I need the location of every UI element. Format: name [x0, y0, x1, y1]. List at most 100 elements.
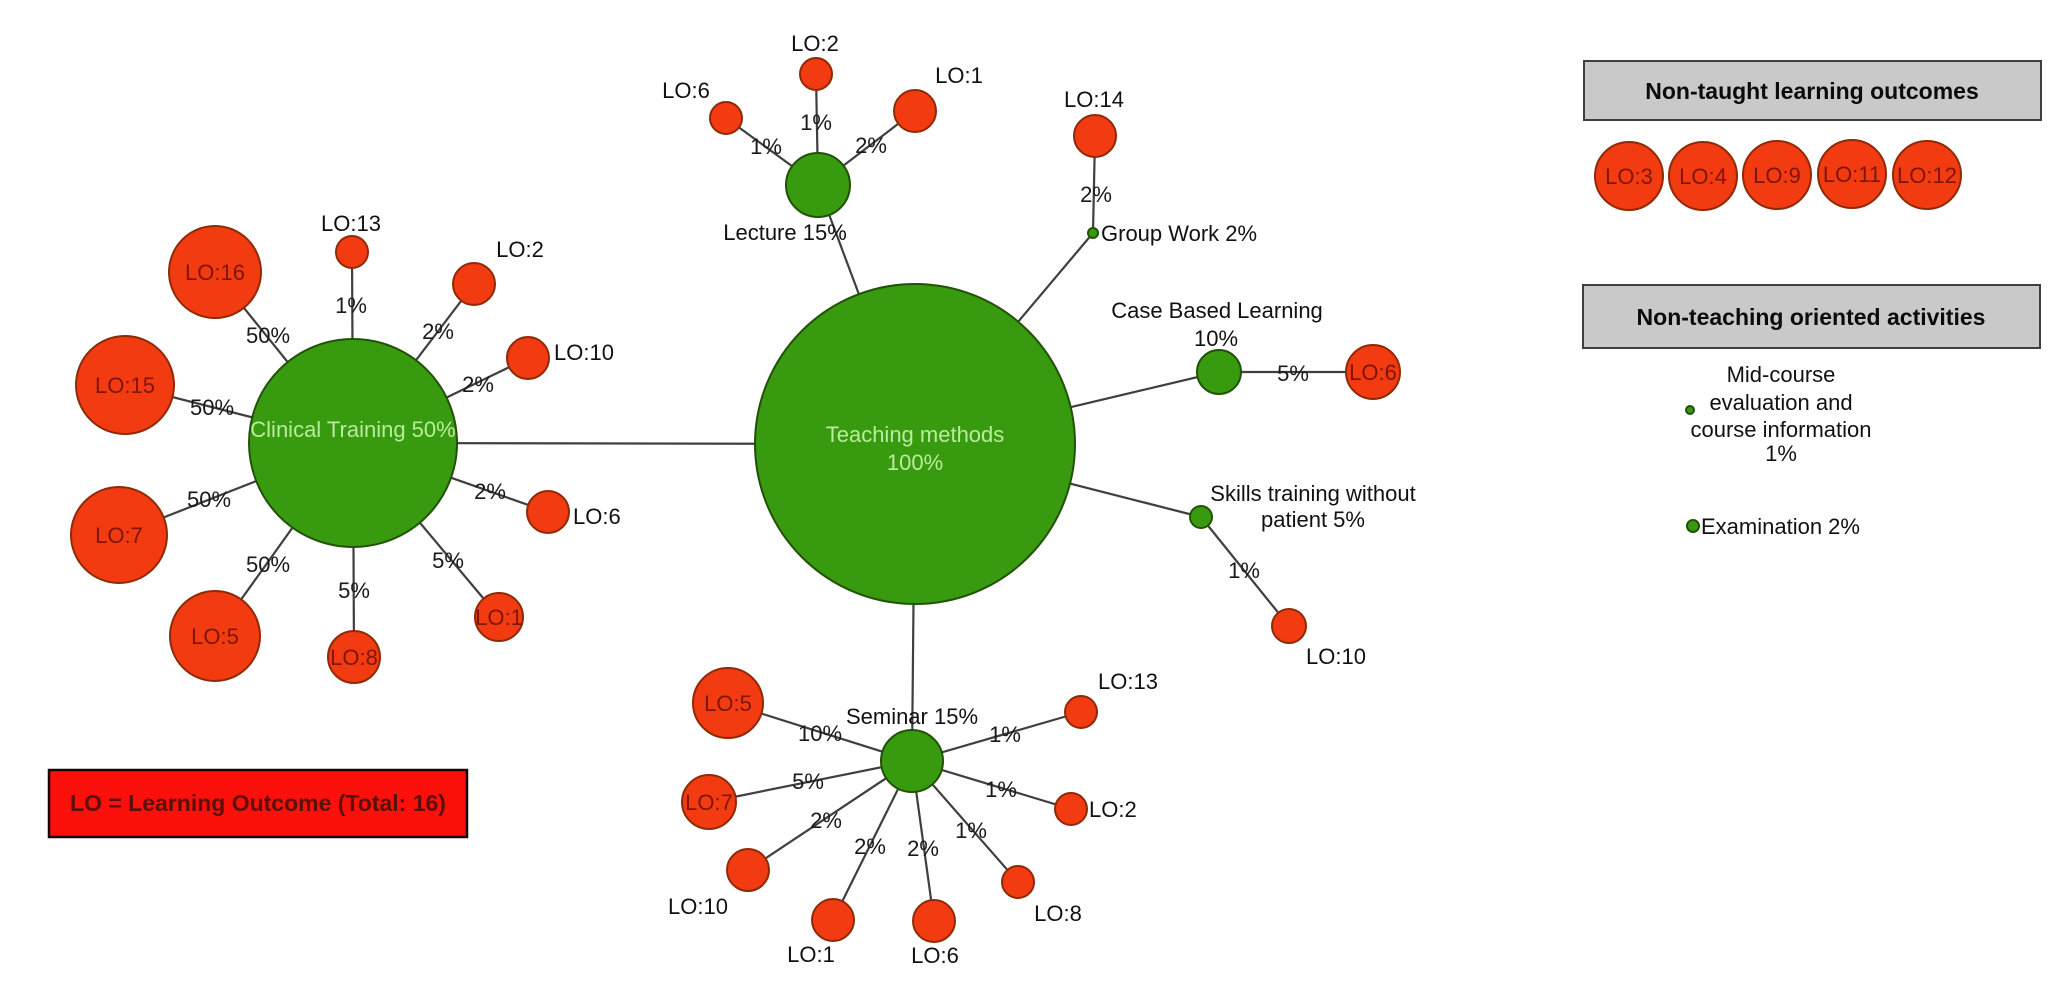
outcome-node-m13	[1064, 695, 1098, 729]
legend-entry-midcourse-line4: 1%	[1765, 441, 1797, 466]
legend-entry-midcourse-line3: course information	[1691, 417, 1872, 442]
edge-label-clinical-c16: 50%	[246, 323, 290, 348]
node-label-c13: LO:13	[321, 211, 381, 236]
activity-node-seminar	[880, 729, 944, 793]
edge-label-seminar-m1: 2%	[854, 834, 886, 859]
outcome-node-c5	[169, 590, 261, 682]
outcome-node-l1	[893, 89, 937, 133]
legend-entry-midcourse-line1: Mid-course	[1727, 362, 1836, 387]
outcome-node-c15	[75, 335, 175, 435]
node-label-skills-line1: Skills training without	[1210, 481, 1415, 506]
legend-non-taught-learning-outcomes: Non-taught learning outcomes	[1583, 60, 2042, 121]
node-label-c10: LO:10	[554, 340, 614, 365]
node-label-skills-line2: patient 5%	[1261, 507, 1365, 532]
edge-label-lecture-l2: 1%	[800, 110, 832, 135]
node-label-leg3: LO:3	[1605, 164, 1653, 189]
node-label-groupwork: Group Work 2%	[1101, 221, 1257, 246]
node-label-c2: LO:2	[496, 237, 544, 262]
edge-label-seminar-m13: 1%	[989, 722, 1021, 747]
node-label-leg4: LO:4	[1679, 164, 1727, 189]
outcome-node-m2	[1054, 792, 1088, 826]
activity-node-teaching	[754, 283, 1076, 605]
node-label-m1: LO:1	[787, 942, 835, 967]
edge-label-seminar-m10: 2%	[810, 808, 842, 833]
node-label-c6: LO:6	[573, 504, 621, 529]
node-label-c16: LO:16	[185, 260, 245, 285]
edge-label-clinical-c15: 50%	[190, 395, 234, 420]
edge-label-clinical-c13: 1%	[335, 293, 367, 318]
edge-label-lecture-l6: 1%	[750, 134, 782, 159]
edge-label-clinical-c5: 50%	[246, 552, 290, 577]
edge-label-seminar-m8: 1%	[955, 818, 987, 843]
legend-non-teaching-oriented-activities: Non-teaching oriented activities Mid-cou…	[1582, 284, 2041, 539]
outcome-node-m1	[811, 898, 855, 942]
label-layer: 50% 1% 2% 2% 50% 2% 50% 5% 50% 5% 1% 1% 2% 2% 5% 1% 10% 5…	[95, 31, 1957, 968]
edge-seminar-m7	[708, 759, 913, 804]
node-label-clinical: Clinical Training 50%	[250, 417, 455, 442]
node-layer	[70, 57, 1962, 943]
node-label-seminar: Seminar 15%	[846, 704, 978, 729]
activity-node-groupwork	[1087, 227, 1099, 239]
node-label-l6: LO:6	[662, 78, 710, 103]
activity-node-midcourse-dot	[1685, 405, 1695, 415]
node-label-m6: LO:6	[911, 943, 959, 968]
outcome-node-m8	[1001, 865, 1035, 899]
node-label-casebased-line1: Case Based Learning	[1111, 298, 1323, 323]
node-label-c1: LO:1	[475, 605, 523, 630]
outcome-node-l2	[799, 57, 833, 91]
activity-node-skills	[1189, 505, 1213, 529]
outcome-node-s10	[1271, 608, 1307, 644]
legend-non-taught-box	[1583, 60, 2042, 121]
node-label-teaching-line1: Teaching methods	[826, 422, 1005, 447]
edge-label-groupwork-g14: 2%	[1080, 182, 1112, 207]
outcome-node-c7	[70, 486, 168, 584]
legend-non-teaching-box	[1582, 284, 2041, 349]
outcome-node-c2	[452, 262, 496, 306]
legend-entry-examination: Examination 2%	[1701, 514, 1860, 539]
node-label-c7: LO:7	[95, 523, 143, 548]
edge-label-seminar-m2: 1%	[985, 777, 1017, 802]
legend-entry-midcourse-line2: evaluation and	[1709, 390, 1852, 415]
activity-node-examination-dot	[1686, 519, 1700, 533]
node-label-m13: LO:13	[1098, 669, 1158, 694]
outcome-node-m10	[726, 848, 770, 892]
node-label-l1: LO:1	[935, 63, 983, 88]
outcome-node-m7	[681, 774, 737, 830]
outcome-node-leg4	[1668, 141, 1738, 211]
outcome-node-m6	[912, 899, 956, 943]
edge-label-clinical-c6: 2%	[474, 479, 506, 504]
edge-label-casebased-cb6: 5%	[1277, 361, 1309, 386]
outcome-node-l6	[709, 101, 743, 135]
note-text: LO = Learning Outcome (Total: 16)	[70, 790, 446, 816]
node-label-m5: LO:5	[704, 691, 752, 716]
node-label-c8: LO:8	[330, 645, 378, 670]
edge-seminar-m10	[747, 760, 913, 871]
outcome-node-c16	[168, 225, 262, 319]
outcome-node-c13	[335, 235, 369, 269]
legend-non-taught-title: Non-taught learning outcomes	[1645, 78, 1979, 104]
outcome-node-g14	[1073, 114, 1117, 158]
node-label-leg11: LO:11	[1823, 162, 1881, 187]
edge-label-skills-s10: 1%	[1228, 558, 1260, 583]
node-label-lecture: Lecture 15%	[723, 220, 847, 245]
edge-label-seminar-m5: 10%	[798, 721, 842, 746]
edge-label-lecture-l1: 2%	[855, 133, 887, 158]
edge-label-clinical-c10: 2%	[462, 372, 494, 397]
node-label-g14: LO:14	[1064, 87, 1124, 112]
node-label-m2: LO:2	[1089, 797, 1137, 822]
outcome-node-leg11	[1817, 139, 1887, 209]
node-label-c5: LO:5	[191, 624, 239, 649]
outcome-node-c1	[474, 592, 524, 642]
edge-label-seminar-m6: 2%	[907, 836, 939, 861]
node-label-s10: LO:10	[1306, 644, 1366, 669]
node-label-c15: LO:15	[95, 373, 155, 398]
edge-label-seminar-m7: 5%	[792, 769, 824, 794]
outcome-node-c8	[327, 630, 381, 684]
node-label-teaching-line2: 100%	[887, 450, 943, 475]
outcome-node-leg9	[1742, 140, 1812, 210]
edge-skills-s10	[1200, 516, 1290, 627]
node-label-m10: LO:10	[668, 894, 728, 919]
